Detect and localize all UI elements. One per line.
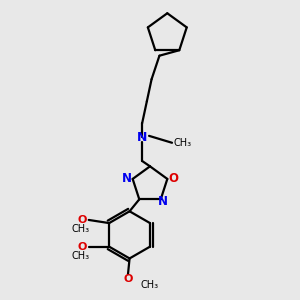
- Text: O: O: [168, 172, 178, 185]
- Text: N: N: [122, 172, 132, 185]
- Text: O: O: [123, 274, 133, 284]
- Text: CH₃: CH₃: [173, 138, 191, 148]
- Text: CH₃: CH₃: [72, 251, 90, 261]
- Text: O: O: [78, 242, 87, 252]
- Text: CH₃: CH₃: [141, 280, 159, 290]
- Text: N: N: [158, 195, 168, 208]
- Text: O: O: [78, 215, 87, 225]
- Text: CH₃: CH₃: [72, 224, 90, 234]
- Text: N: N: [137, 131, 147, 144]
